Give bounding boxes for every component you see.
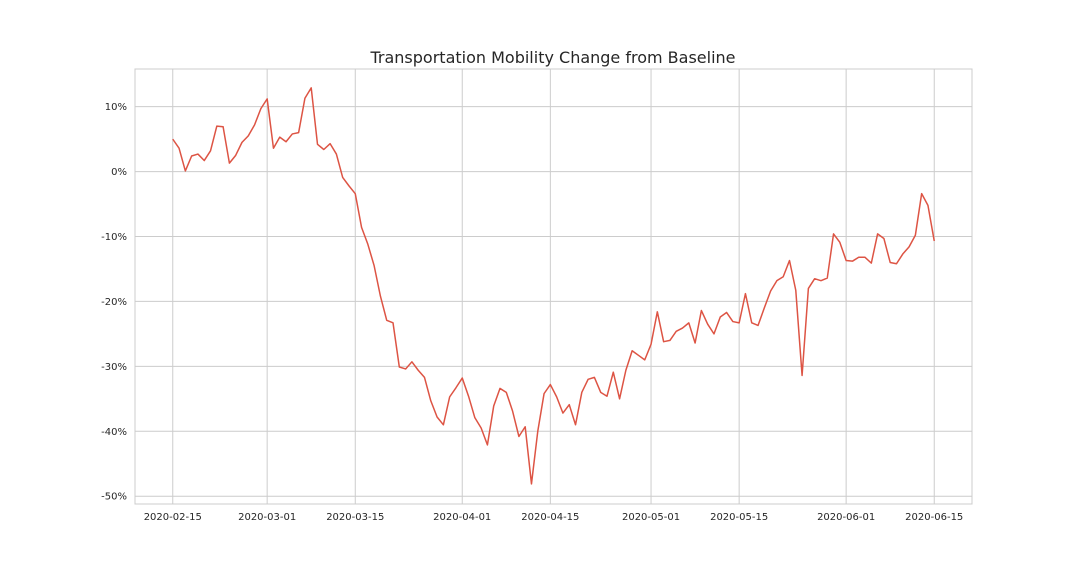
x-tick-label: 2020-03-01 bbox=[238, 512, 296, 523]
series-line-transportation bbox=[172, 87, 935, 485]
y-tick-label: 10% bbox=[105, 102, 127, 113]
y-tick-label: 0% bbox=[111, 167, 127, 178]
x-tick-label: 2020-04-15 bbox=[521, 512, 579, 523]
x-tick-label: 2020-05-15 bbox=[710, 512, 768, 523]
x-tick-label: 2020-06-15 bbox=[905, 512, 963, 523]
y-tick-label: -30% bbox=[101, 362, 127, 373]
x-tick-label: 2020-03-15 bbox=[326, 512, 384, 523]
x-tick-label: 2020-04-01 bbox=[433, 512, 491, 523]
chart-title: Transportation Mobility Change from Base… bbox=[369, 48, 735, 67]
x-tick-label: 2020-06-01 bbox=[817, 512, 875, 523]
grid-lines bbox=[135, 69, 972, 504]
y-tick-label: -50% bbox=[101, 492, 127, 503]
x-axis-tick-labels: 2020-02-15 2020-03-01 2020-03-15 2020-04-01… bbox=[144, 512, 964, 523]
x-tick-label: 2020-02-15 bbox=[144, 512, 202, 523]
y-axis-tick-labels: 10% 0% -10% -20% -30% -40% -50% bbox=[101, 102, 127, 503]
plot-frame bbox=[134, 68, 973, 505]
y-tick-label: -20% bbox=[101, 297, 127, 308]
x-tick-label: 2020-05-01 bbox=[622, 512, 680, 523]
y-tick-label: -10% bbox=[101, 232, 127, 243]
y-tick-label: -40% bbox=[101, 427, 127, 438]
